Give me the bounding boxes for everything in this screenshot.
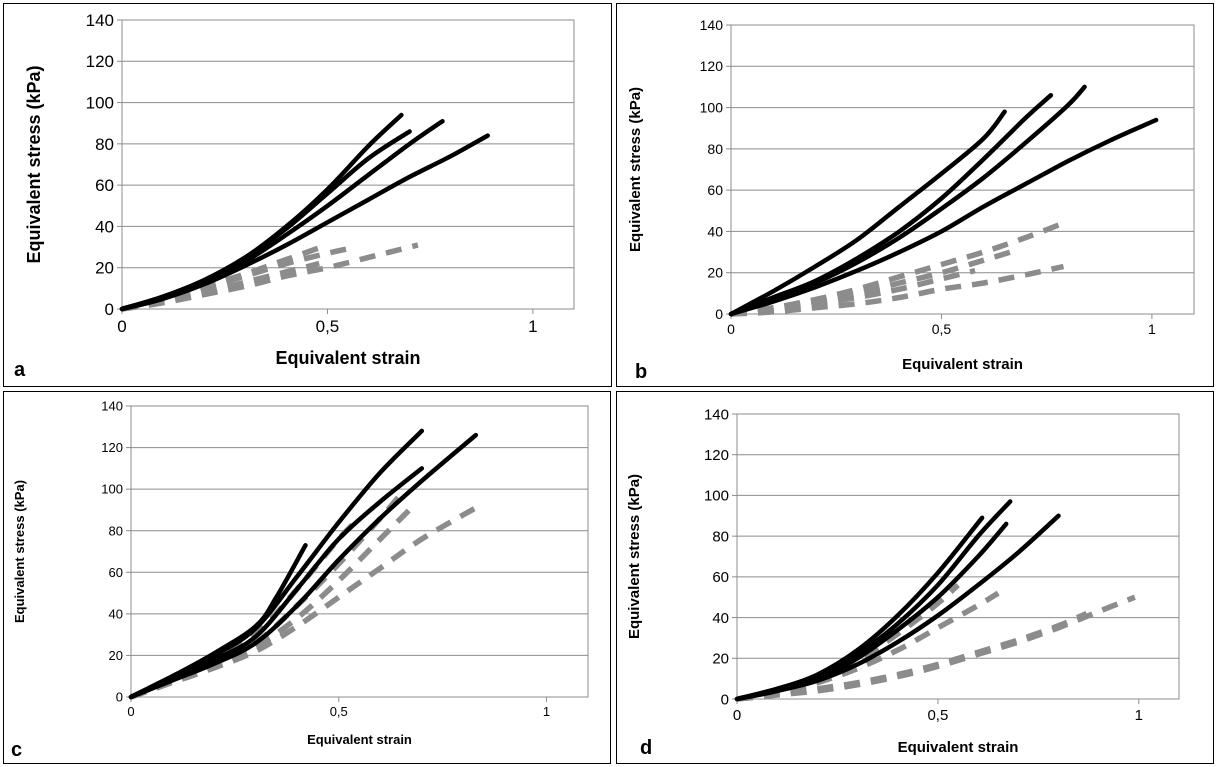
solid-series-line [728, 109, 1007, 317]
x-axis-title: Equivalent strain [307, 732, 412, 747]
y-tick-label: 100 [704, 488, 729, 505]
panel-label: b [635, 361, 647, 383]
panel-label: a [14, 359, 26, 381]
y-tick-label: 40 [95, 217, 114, 236]
x-tick-label: 1 [1148, 321, 1156, 337]
x-tick-label: 0,5 [330, 704, 348, 719]
solid-series-line [119, 133, 490, 312]
plot-area [130, 405, 589, 698]
y-axis-title: Equivalent stress (kPa) [626, 474, 643, 639]
y-tick-label: 140 [101, 399, 123, 414]
plot-area [730, 24, 1195, 315]
y-tick-label: 60 [712, 569, 729, 586]
solid-series-line [128, 466, 425, 700]
y-tick-label: 0 [105, 300, 114, 319]
y-tick-label: 120 [86, 52, 114, 71]
y-tick-label: 120 [101, 440, 123, 455]
solid-series-line [728, 84, 1087, 317]
y-tick-label: 60 [109, 565, 123, 580]
x-tick-label: 0,5 [927, 707, 948, 724]
dashed-series-line [130, 505, 478, 700]
x-tick-label: 0,5 [316, 317, 340, 336]
x-tick-label: 1 [1135, 707, 1143, 724]
panel-a: 0 20 40 60 80 100 120 140 0 0,5 1 Equivalent strain… [3, 3, 612, 387]
panel-c: 0 20 40 60 80 100 120 140 0 0,5 1 Equivalent strain… [3, 391, 611, 764]
dashed-series-line [129, 516, 362, 700]
y-tick-label: 140 [700, 17, 724, 33]
x-axis-title: Equivalent strain [902, 356, 1023, 373]
y-tick-label: 80 [95, 135, 114, 154]
x-tick-label: 0 [727, 321, 735, 337]
dashed-series-line [736, 594, 1136, 702]
y-tick-label: 100 [86, 94, 114, 113]
y-tick-label: 100 [101, 482, 123, 497]
dashed-series-line [730, 263, 1065, 317]
solid-series-line [128, 428, 425, 700]
chart-b: 0 20 40 60 80 100 120 140 0 0,5 1 Equivalent strain… [627, 17, 1195, 383]
y-tick-label: 80 [707, 141, 723, 157]
y-tick-label: 100 [700, 99, 724, 115]
y-tick-label: 120 [700, 58, 724, 74]
x-tick-label: 0 [733, 707, 741, 724]
solid-series-line [128, 432, 479, 700]
y-axis-title: Equivalent stress (kPa) [12, 480, 27, 623]
chart-c: 0 20 40 60 80 100 120 140 0 0,5 1 Equivalent strain… [11, 399, 589, 761]
y-tick-label: 120 [704, 447, 729, 464]
y-tick-label: 140 [704, 406, 729, 423]
solid-series-line [728, 117, 1159, 317]
x-tick-label: 1 [543, 704, 550, 719]
y-tick-label: 60 [707, 182, 723, 198]
y-tick-label: 0 [116, 690, 123, 705]
y-tick-label: 40 [707, 223, 723, 239]
x-tick-label: 1 [528, 317, 537, 336]
x-tick-label: 0,5 [932, 321, 952, 337]
x-tick-label: 0 [117, 317, 126, 336]
panel-label: c [11, 739, 22, 761]
y-tick-label: 20 [109, 648, 123, 663]
y-tick-label: 20 [712, 651, 729, 668]
y-tick-label: 40 [712, 610, 729, 627]
panel-label: d [640, 737, 652, 759]
panel-d: 0 20 40 60 80 100 120 140 0 0,5 1 Equivalent strain… [616, 391, 1214, 764]
dashed-series-line [736, 590, 1000, 702]
x-tick-label: 0 [127, 704, 134, 719]
y-tick-label: 20 [95, 259, 114, 278]
x-axis-title: Equivalent strain [898, 739, 1019, 756]
y-tick-label: 140 [86, 11, 114, 30]
y-axis-title: Equivalent stress (kPa) [24, 65, 44, 263]
panel-b: 0 20 40 60 80 100 120 140 0 0,5 1 Equivalent strain… [616, 3, 1214, 387]
solid-series-line [119, 118, 445, 312]
y-tick-label: 0 [715, 306, 723, 322]
y-tick-label: 40 [109, 606, 123, 621]
solid-series-line [734, 513, 1061, 702]
x-axis-title: Equivalent strain [275, 348, 420, 368]
y-axis-title: Equivalent stress (kPa) [627, 87, 644, 252]
y-tick-label: 20 [707, 265, 723, 281]
y-tick-label: 80 [109, 523, 123, 538]
y-tick-label: 60 [95, 176, 114, 195]
dashed-series-line [129, 487, 408, 700]
y-tick-label: 0 [721, 691, 729, 708]
chart-a: 0 20 40 60 80 100 120 140 0 0,5 1 Equivalent strain… [14, 11, 575, 381]
dashed-series-line [121, 242, 419, 312]
chart-d: 0 20 40 60 80 100 120 140 0 0,5 1 Equivalent strain… [626, 406, 1180, 759]
y-tick-label: 80 [712, 528, 729, 545]
dashed-series-line [730, 247, 1018, 317]
